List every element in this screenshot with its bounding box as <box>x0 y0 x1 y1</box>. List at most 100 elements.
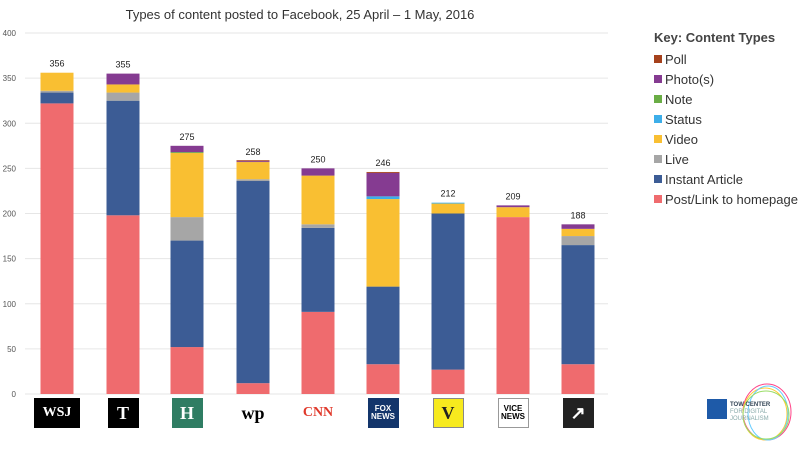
bar-segment-poll <box>236 160 270 162</box>
logo-mashable: ↗ <box>562 398 594 428</box>
legend-swatch <box>654 175 662 183</box>
bar-segment-instant-article <box>301 227 335 312</box>
bar-segment-post-link-to-homepage <box>301 311 335 394</box>
legend-label: Note <box>665 91 693 107</box>
legend: Key: Content Types Poll Photo(s) Note Statu… <box>654 30 798 209</box>
bar-segment-post-link-to-homepage <box>366 364 400 394</box>
bar-segment-status <box>366 196 400 200</box>
bar-segment-photo-s- <box>106 73 140 85</box>
logo-the-washington-post: wp <box>237 398 269 428</box>
bar-segment-status <box>431 202 465 204</box>
logo-cnn: CNN <box>302 398 334 428</box>
legend-item: Post/Link to homepage <box>654 189 798 209</box>
bar-segment-video <box>106 84 140 93</box>
y-tick-label: 100 <box>3 300 17 309</box>
logo-the-new-york-times: T <box>107 398 139 428</box>
bar-segment-photo-s- <box>236 161 270 163</box>
total-label: 258 <box>245 147 260 157</box>
y-tick-label: 50 <box>7 345 16 354</box>
legend-item: Poll <box>654 49 798 69</box>
legend-item: Video <box>654 129 798 149</box>
bar-segment-instant-article <box>366 286 400 365</box>
bar-segment-post-link-to-homepage <box>170 347 204 394</box>
bar-segment-video <box>366 199 400 287</box>
bar-segment-photo-s- <box>561 224 595 229</box>
legend-item: Status <box>654 109 798 129</box>
bar-segment-video <box>40 72 74 91</box>
legend-swatch <box>654 135 662 143</box>
legend-swatch <box>654 115 662 123</box>
y-tick-label: 250 <box>3 164 17 173</box>
legend-item: Live <box>654 149 798 169</box>
bar-segment-instant-article <box>431 213 465 370</box>
bar-segment-video <box>301 175 335 225</box>
legend-item: Photo(s) <box>654 69 798 89</box>
legend-swatch <box>654 55 662 63</box>
bar-segment-post-link-to-homepage <box>40 103 74 395</box>
total-label: 355 <box>115 60 130 70</box>
total-label: 275 <box>179 132 194 142</box>
total-label: 188 <box>570 210 585 220</box>
bar-segment-video <box>561 228 595 237</box>
logo-vox: V <box>432 398 464 428</box>
legend-label: Photo(s) <box>665 71 715 87</box>
logo-fox-news: FOX NEWS <box>367 398 399 428</box>
legend-swatch <box>654 195 662 203</box>
y-tick-label: 200 <box>3 210 17 219</box>
bar-segment-live <box>170 217 204 241</box>
y-tick-label: 150 <box>3 255 17 264</box>
legend-label: Status <box>665 111 702 127</box>
legend-label: Post/Link to homepage <box>665 191 798 207</box>
chart-title: Types of content posted to Facebook, 25 … <box>125 7 475 22</box>
total-label: 250 <box>310 154 325 164</box>
bar-segment-instant-article <box>236 181 270 384</box>
legend-label: Poll <box>665 51 687 67</box>
tow-center-logo: TOW CENTER FOR DIGITAL JOURNALISM <box>705 382 795 448</box>
legend-item: Note <box>654 89 798 109</box>
legend-label: Instant Article <box>665 171 744 187</box>
svg-text:JOURNALISM: JOURNALISM <box>730 416 769 422</box>
y-tick-label: 300 <box>3 119 17 128</box>
bar-segment-live <box>106 92 140 101</box>
svg-text:FOR DIGITAL: FOR DIGITAL <box>730 409 768 415</box>
logo-huffpost: H <box>171 398 203 428</box>
bar-segment-poll <box>366 171 400 173</box>
y-tick-label: 0 <box>12 390 17 399</box>
bar-segment-post-link-to-homepage <box>431 369 465 394</box>
bar-segment-instant-article <box>561 245 595 365</box>
bar-segment-instant-article <box>106 100 140 216</box>
bar-segment-live <box>561 236 595 246</box>
bar-segment-note <box>170 152 204 154</box>
bar-segment-photo-s- <box>496 205 530 208</box>
legend-item: Instant Article <box>654 169 798 189</box>
bar-segment-live <box>301 224 335 228</box>
legend-swatch <box>654 155 662 163</box>
total-label: 246 <box>375 158 390 168</box>
bar-segment-video <box>170 153 204 218</box>
bar-segment-post-link-to-homepage <box>561 364 595 394</box>
total-label: 209 <box>505 191 520 201</box>
bar-segment-live <box>40 90 74 93</box>
legend-label: Live <box>665 151 689 167</box>
logo-wsj: WSJ <box>34 398 80 428</box>
y-tick-label: 350 <box>3 74 17 83</box>
bar-segment-video <box>431 203 465 214</box>
legend-swatch <box>654 75 662 83</box>
y-tick-label: 400 <box>3 29 17 38</box>
total-label: 212 <box>440 189 455 199</box>
bar-segment-post-link-to-homepage <box>106 215 140 394</box>
legend-title: Key: Content Types <box>654 30 776 45</box>
bar-segment-post-link-to-homepage <box>496 217 530 394</box>
svg-text:TOW CENTER: TOW CENTER <box>730 402 771 408</box>
bar-segment-video <box>496 207 530 218</box>
bar-segment-video <box>236 162 270 180</box>
bar-segment-post-link-to-homepage <box>236 383 270 394</box>
bar-segment-instant-article <box>40 92 74 104</box>
bar-segment-photo-s- <box>366 172 400 197</box>
bar-segment-photo-s- <box>301 168 335 176</box>
total-label: 356 <box>49 59 64 69</box>
bar-segment-photo-s- <box>170 145 204 153</box>
logo-vice-news: VICE NEWS <box>497 398 529 428</box>
legend-label: Video <box>665 131 699 147</box>
